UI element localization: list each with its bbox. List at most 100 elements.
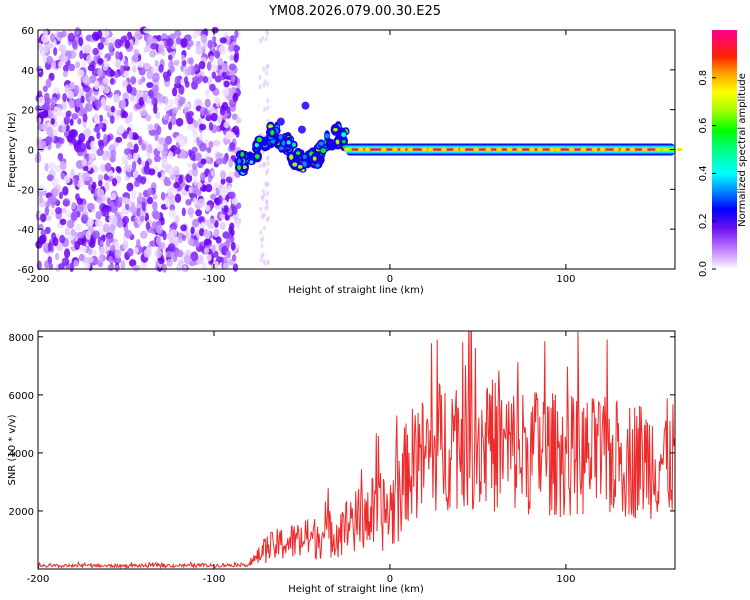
noise-blob (205, 156, 212, 165)
noise-blob (86, 54, 93, 64)
noise-blob (179, 149, 186, 159)
noise-blob (151, 221, 158, 229)
noise-blob (213, 139, 221, 147)
noise-blob (76, 97, 82, 108)
noise-blob (113, 70, 120, 79)
noise-blob (220, 177, 226, 185)
noise-blob (168, 168, 174, 176)
noise-blob (261, 35, 265, 41)
noise-blob (167, 243, 176, 252)
noise-blob (223, 121, 230, 129)
noise-blob (143, 62, 151, 70)
noise-blob (167, 187, 174, 197)
noise-blob (265, 29, 269, 35)
noise-blob (68, 82, 75, 90)
noise-blob (218, 45, 227, 55)
onset-blob-core (333, 127, 338, 132)
noise-blob (151, 96, 156, 106)
noise-blob (262, 225, 266, 231)
noise-blob (125, 203, 130, 211)
noise-blob (44, 215, 52, 222)
colorbar: 0.0 0.2 0.4 0.6 0.8 Normalized spectral ampl… (698, 30, 748, 277)
noise-blob (217, 57, 224, 66)
noise-blob (113, 93, 120, 104)
tone-bead (427, 147, 434, 152)
onset-outlier (301, 101, 310, 110)
noise-blob (63, 174, 71, 184)
spectrogram-x-axis-label: Height of straight line (km) (288, 285, 424, 296)
noise-blob (174, 75, 182, 85)
noise-blob (55, 142, 61, 149)
noise-blob (115, 50, 120, 60)
onset-blob-core (295, 151, 301, 155)
noise-blob (128, 259, 137, 267)
noise-blob (47, 109, 53, 118)
noise-blob (98, 253, 104, 263)
noise-blob (122, 131, 128, 140)
noise-blob (260, 194, 264, 200)
noise-blob (117, 126, 125, 135)
tone-bead (392, 147, 399, 152)
noise-blob (259, 257, 263, 263)
noise-blob (139, 215, 145, 223)
noise-blob (54, 206, 63, 215)
noise-blob (127, 248, 134, 257)
noise-blob (205, 204, 211, 212)
noise-blob (78, 133, 86, 143)
noise-blob (99, 84, 104, 93)
noise-blob (164, 135, 172, 145)
tone-bead (629, 147, 636, 152)
noise-blob (168, 209, 177, 218)
noise-blob (169, 65, 175, 74)
noise-blob (45, 78, 52, 88)
tone-bead (364, 147, 371, 152)
noise-blob (214, 97, 219, 104)
colorbar-tick-label: 0.2 (698, 213, 709, 229)
noise-blob (100, 96, 106, 106)
noise-blob (42, 85, 48, 93)
noise-blob (106, 197, 112, 205)
noise-blob (153, 104, 158, 114)
noise-blob (52, 236, 59, 247)
noise-blob (232, 263, 239, 272)
noise-blob (180, 54, 186, 61)
noise-blob (40, 213, 47, 223)
spectrogram-y-tick-label: 60 (21, 26, 34, 37)
noise-blob (102, 27, 110, 38)
noise-blob (192, 218, 200, 228)
spectrogram-onset-region (234, 101, 350, 176)
onset-blob-core (286, 140, 291, 145)
noise-blob (141, 76, 146, 83)
noise-blob (188, 260, 197, 267)
noise-blob (126, 164, 132, 173)
noise-blob (46, 55, 54, 65)
onset-blob-core (248, 153, 253, 158)
tone-bead (473, 147, 480, 152)
noise-blob (41, 34, 49, 43)
tone-bead (399, 147, 406, 152)
noise-blob (167, 151, 174, 160)
noise-blob (132, 133, 139, 141)
noise-blob (104, 162, 112, 172)
noise-blob (85, 230, 92, 240)
noise-blob (138, 96, 145, 107)
noise-blob (61, 257, 70, 266)
noise-blob (110, 244, 116, 252)
noise-blob (81, 214, 88, 224)
noise-blob (187, 237, 195, 246)
noise-blob (258, 84, 262, 90)
noise-blob (91, 31, 100, 41)
noise-blob (138, 67, 146, 76)
noise-blob (228, 43, 235, 52)
noise-blob (174, 147, 182, 155)
spectrogram-y-tick-label: -40 (18, 225, 34, 236)
noise-blob (145, 221, 151, 230)
noise-blob (210, 193, 217, 200)
tone-bead (580, 147, 587, 152)
noise-blob (60, 55, 69, 63)
noise-blob (107, 264, 113, 271)
noise-blob (124, 59, 129, 68)
noise-blob (94, 99, 102, 108)
noise-blob (212, 35, 217, 43)
noise-blob (133, 247, 139, 254)
